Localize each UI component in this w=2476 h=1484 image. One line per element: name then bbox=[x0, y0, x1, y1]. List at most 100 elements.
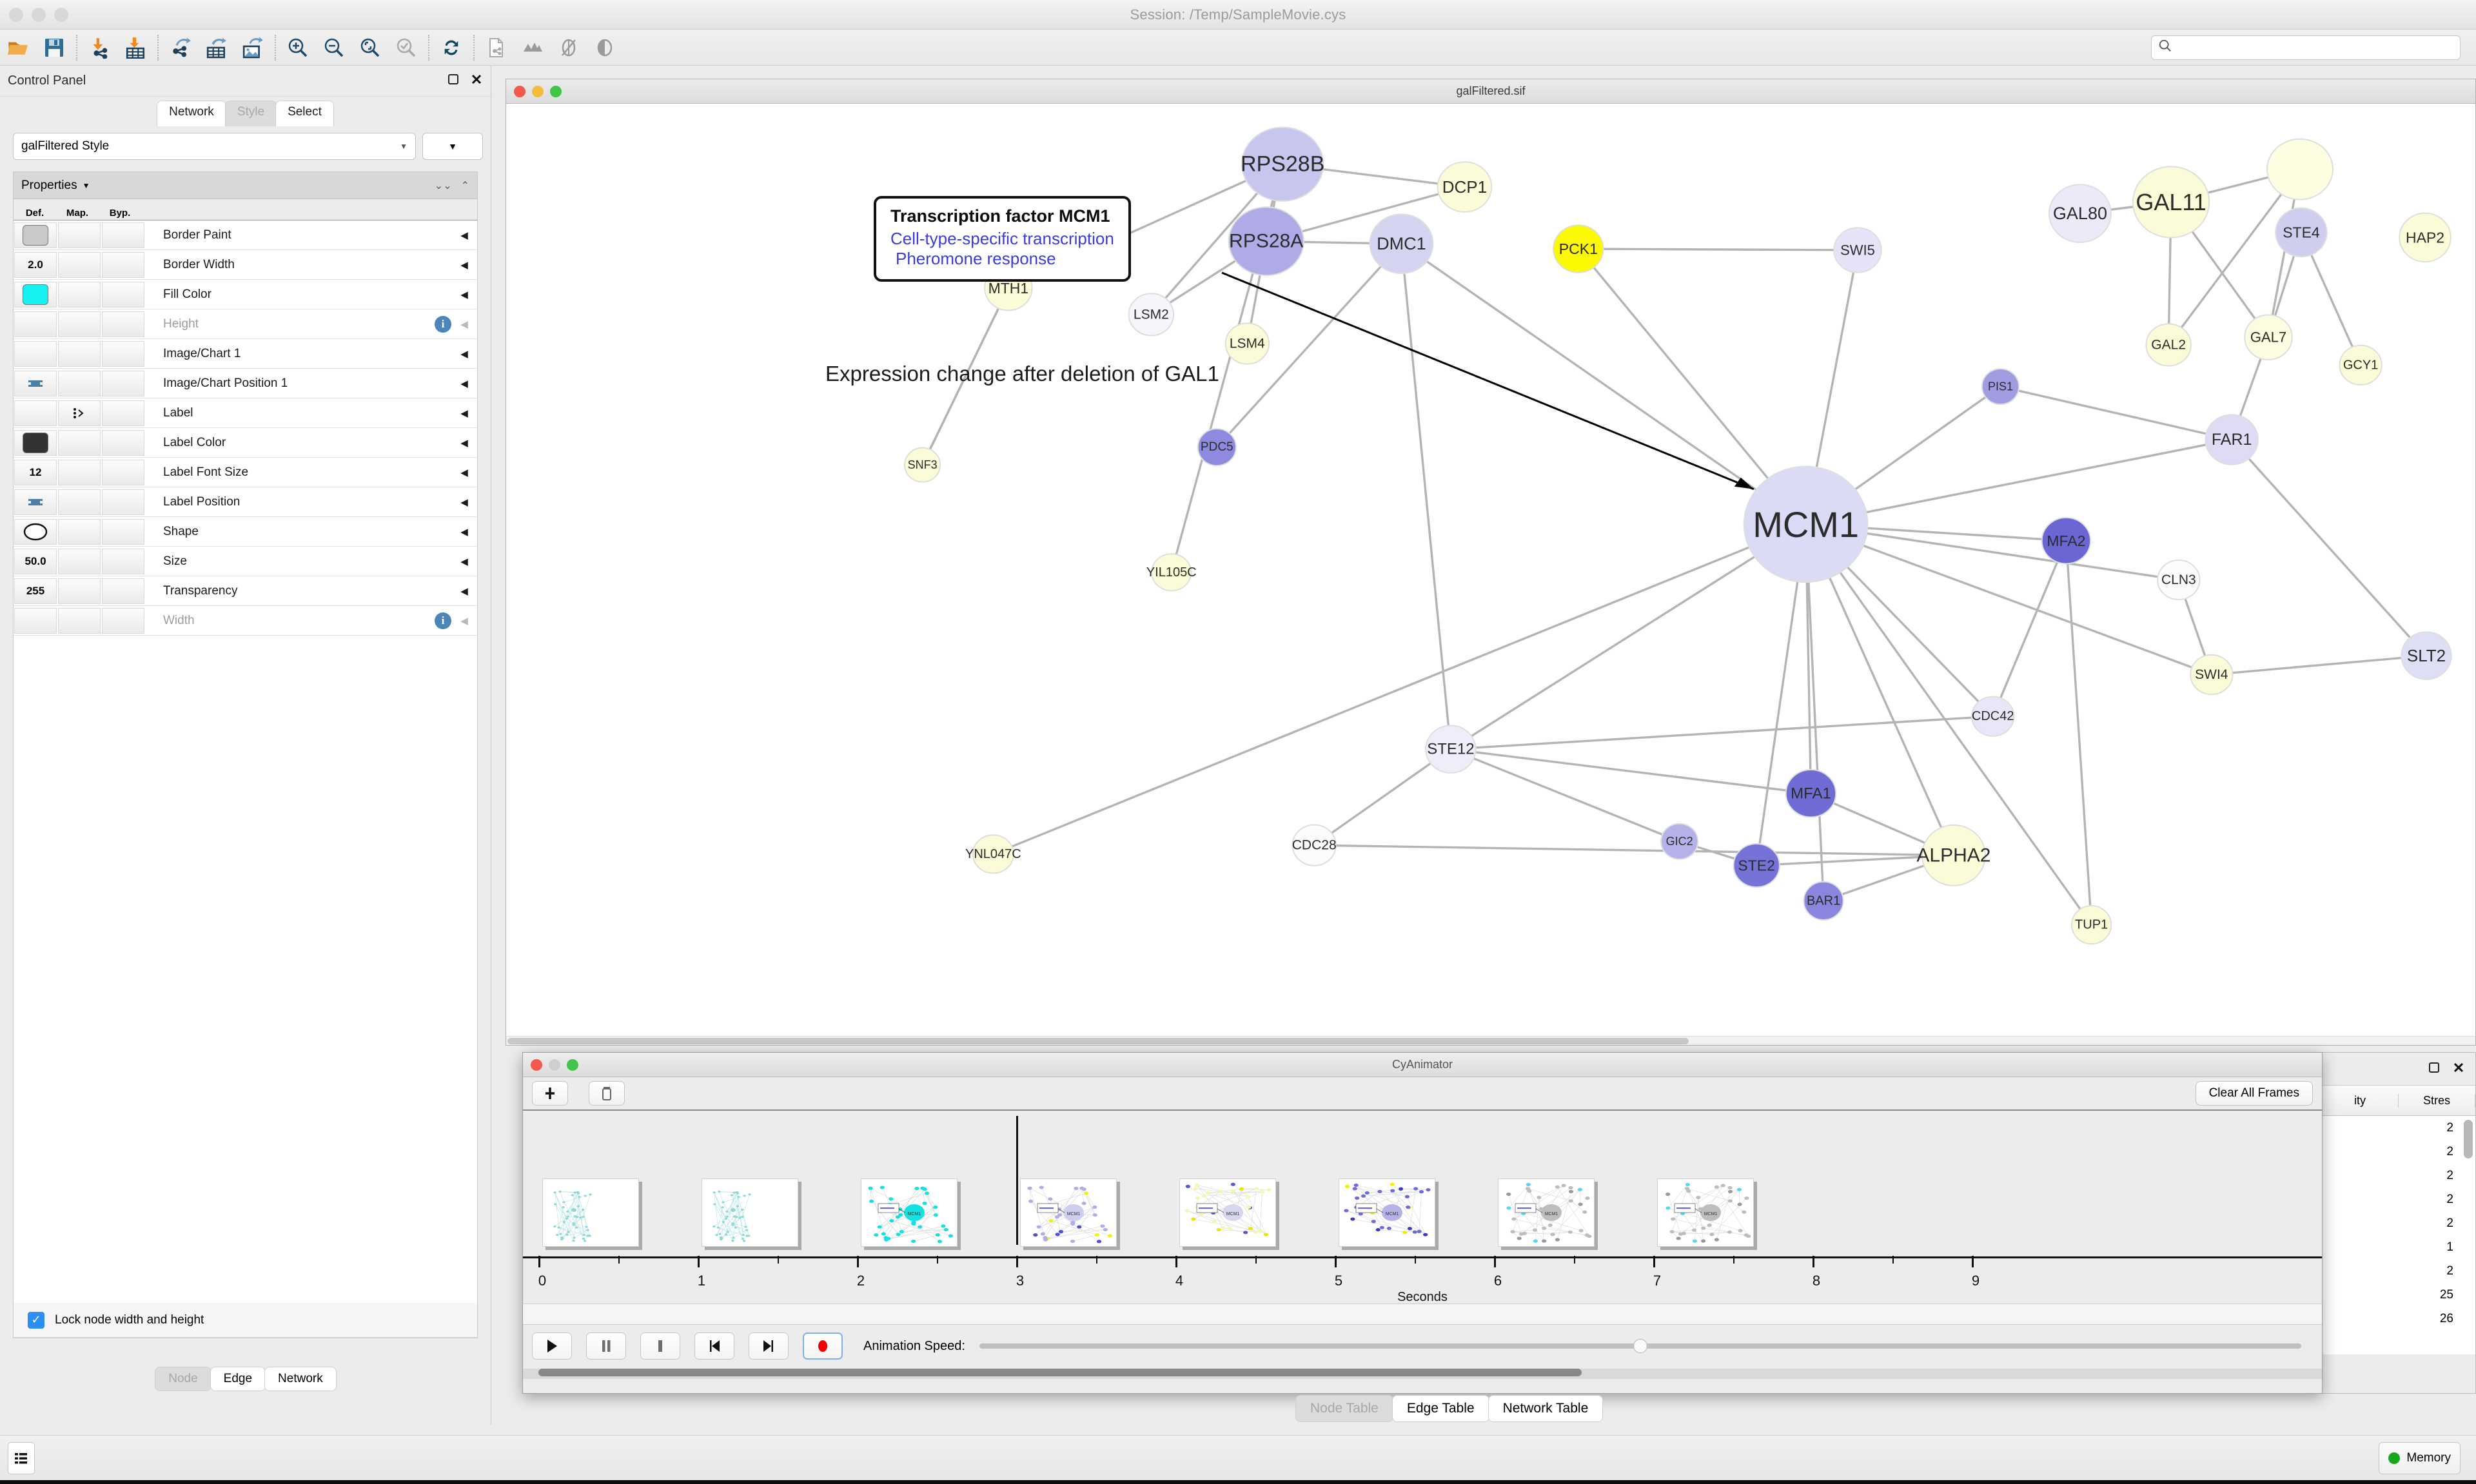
timeline-frame[interactable]: MCM1 bbox=[1339, 1178, 1435, 1247]
property-default-cell[interactable] bbox=[14, 489, 57, 515]
network-graph[interactable]: RPS28B DCP1 RPS28A DMC1 PCK1 SWI5 GAL80 GAL11 ST… bbox=[506, 104, 2475, 1045]
property-bypass-cell[interactable] bbox=[102, 548, 144, 574]
timeline-frame[interactable] bbox=[542, 1178, 639, 1247]
property-row[interactable]: Label Position ◀ bbox=[14, 487, 477, 517]
add-frame-button[interactable] bbox=[532, 1081, 568, 1106]
network-edge[interactable] bbox=[2000, 385, 2232, 441]
hide-selected-icon[interactable] bbox=[551, 30, 587, 66]
network-canvas[interactable]: RPS28B DCP1 RPS28A DMC1 PCK1 SWI5 GAL80 GAL11 ST… bbox=[506, 104, 2475, 1045]
property-mapping-cell[interactable] bbox=[58, 222, 101, 248]
network-horizontal-scrollbar[interactable] bbox=[506, 1036, 2475, 1045]
expand-property-icon[interactable]: ◀ bbox=[460, 289, 468, 300]
timeline-frame[interactable]: MCM1 bbox=[861, 1178, 958, 1247]
property-mapping-cell[interactable] bbox=[58, 370, 101, 396]
table-row[interactable]: 2 bbox=[2322, 1187, 2475, 1211]
property-bypass-cell[interactable] bbox=[102, 518, 144, 545]
network-node[interactable]: SWI4 bbox=[2190, 654, 2234, 696]
lock-node-size-checkbox[interactable]: ✓ bbox=[28, 1311, 44, 1329]
property-row[interactable]: Border Paint ◀ bbox=[14, 220, 477, 250]
property-row[interactable]: Image/Chart Position 1 ◀ bbox=[14, 369, 477, 398]
task-list-icon[interactable] bbox=[8, 1441, 35, 1474]
expand-property-icon[interactable]: ◀ bbox=[460, 496, 468, 508]
minimize-window-button[interactable] bbox=[532, 85, 544, 97]
float-panel-icon[interactable] bbox=[447, 73, 460, 89]
tab-edge[interactable]: Edge bbox=[210, 1367, 266, 1391]
expand-property-icon[interactable]: ◀ bbox=[460, 585, 468, 597]
network-edge[interactable] bbox=[1313, 748, 1451, 846]
property-default-cell[interactable]: 2.0 bbox=[14, 251, 57, 278]
color-swatch[interactable] bbox=[23, 284, 48, 305]
expand-property-icon[interactable]: ◀ bbox=[460, 259, 468, 271]
property-mapping-cell[interactable] bbox=[58, 400, 101, 426]
timeline-frame[interactable]: MCM1 bbox=[1498, 1178, 1595, 1247]
property-mapping-cell[interactable] bbox=[58, 548, 101, 574]
network-node[interactable]: GAL2 bbox=[2145, 323, 2192, 367]
expand-property-icon[interactable]: ◀ bbox=[460, 229, 468, 241]
property-bypass-cell[interactable] bbox=[102, 251, 144, 278]
timeline-scroll-row[interactable] bbox=[523, 1304, 2322, 1325]
maximize-window-button[interactable] bbox=[567, 1059, 578, 1071]
animation-speed-slider[interactable] bbox=[979, 1333, 2301, 1360]
table-row[interactable]: 2 bbox=[2322, 1116, 2475, 1140]
property-default-cell[interactable]: 12 bbox=[14, 459, 57, 485]
close-icon[interactable] bbox=[470, 73, 483, 89]
property-bypass-cell[interactable] bbox=[102, 370, 144, 396]
table-row[interactable]: 26 bbox=[2322, 1307, 2475, 1331]
network-edge[interactable] bbox=[2065, 540, 2093, 925]
tab-edge-table[interactable]: Edge Table bbox=[1391, 1395, 1489, 1422]
slider-knob[interactable] bbox=[1633, 1339, 1647, 1353]
network-node[interactable]: GAL80 bbox=[2049, 184, 2112, 243]
export-network-icon[interactable] bbox=[162, 30, 199, 66]
property-mapping-cell[interactable] bbox=[58, 607, 101, 634]
property-default-cell[interactable]: 50.0 bbox=[14, 548, 57, 574]
tab-network[interactable]: Network bbox=[157, 101, 226, 126]
property-bypass-cell[interactable] bbox=[102, 222, 144, 248]
network-edge[interactable] bbox=[1449, 523, 1807, 750]
network-node[interactable]: MFA1 bbox=[1785, 769, 1837, 818]
network-node[interactable] bbox=[2266, 138, 2334, 200]
property-mapping-cell[interactable] bbox=[58, 459, 101, 485]
network-node[interactable]: YIL105C bbox=[1146, 553, 1197, 592]
record-button[interactable] bbox=[803, 1333, 843, 1360]
network-node[interactable]: GIC2 bbox=[1660, 823, 1699, 860]
window-controls[interactable] bbox=[9, 8, 68, 22]
property-row[interactable]: Height i ◀ bbox=[14, 309, 477, 339]
timeline-frame[interactable]: MCM1 bbox=[1657, 1178, 1754, 1247]
column-header-stress[interactable]: Stres bbox=[2399, 1093, 2475, 1108]
network-node[interactable]: SLT2 bbox=[2401, 631, 2452, 680]
minimize-window-button[interactable] bbox=[549, 1059, 560, 1071]
property-mapping-cell[interactable] bbox=[58, 340, 101, 367]
property-mapping-cell[interactable] bbox=[58, 518, 101, 545]
network-edge[interactable] bbox=[1450, 748, 1680, 843]
expand-property-icon[interactable]: ◀ bbox=[460, 348, 468, 360]
search-box[interactable] bbox=[2151, 35, 2461, 60]
close-icon[interactable] bbox=[2452, 1061, 2465, 1077]
network-node[interactable]: CDC42 bbox=[1971, 696, 2015, 737]
property-default-cell[interactable] bbox=[14, 222, 57, 248]
property-bypass-cell[interactable] bbox=[102, 607, 144, 634]
network-edge[interactable] bbox=[1804, 524, 1825, 901]
network-edge[interactable] bbox=[1400, 243, 1452, 750]
maximize-window-button[interactable] bbox=[550, 85, 562, 97]
new-network-from-selection-icon[interactable] bbox=[478, 30, 515, 66]
save-icon[interactable] bbox=[36, 30, 72, 66]
property-bypass-cell[interactable] bbox=[102, 281, 144, 308]
zoom-out-icon[interactable] bbox=[316, 30, 352, 66]
property-bypass-cell[interactable] bbox=[102, 459, 144, 485]
network-node[interactable]: LSM4 bbox=[1224, 322, 1270, 365]
property-row[interactable]: Width i ◀ bbox=[14, 606, 477, 636]
network-edge[interactable] bbox=[1756, 854, 1954, 867]
delete-frame-button[interactable] bbox=[589, 1081, 625, 1106]
open-folder-icon[interactable] bbox=[0, 30, 36, 66]
zoom-in-icon[interactable] bbox=[280, 30, 316, 66]
expand-property-icon[interactable]: ◀ bbox=[460, 407, 468, 419]
property-row[interactable]: Label ◀ bbox=[14, 398, 477, 428]
search-input[interactable] bbox=[2177, 41, 2453, 54]
property-default-cell[interactable] bbox=[14, 370, 57, 396]
fit-network-icon[interactable] bbox=[388, 30, 424, 66]
network-node[interactable]: DMC1 bbox=[1369, 213, 1434, 275]
export-image-icon[interactable] bbox=[235, 30, 271, 66]
tab-node[interactable]: Node bbox=[155, 1367, 211, 1391]
color-swatch[interactable] bbox=[23, 432, 48, 453]
prev-frame-button[interactable] bbox=[694, 1333, 734, 1360]
